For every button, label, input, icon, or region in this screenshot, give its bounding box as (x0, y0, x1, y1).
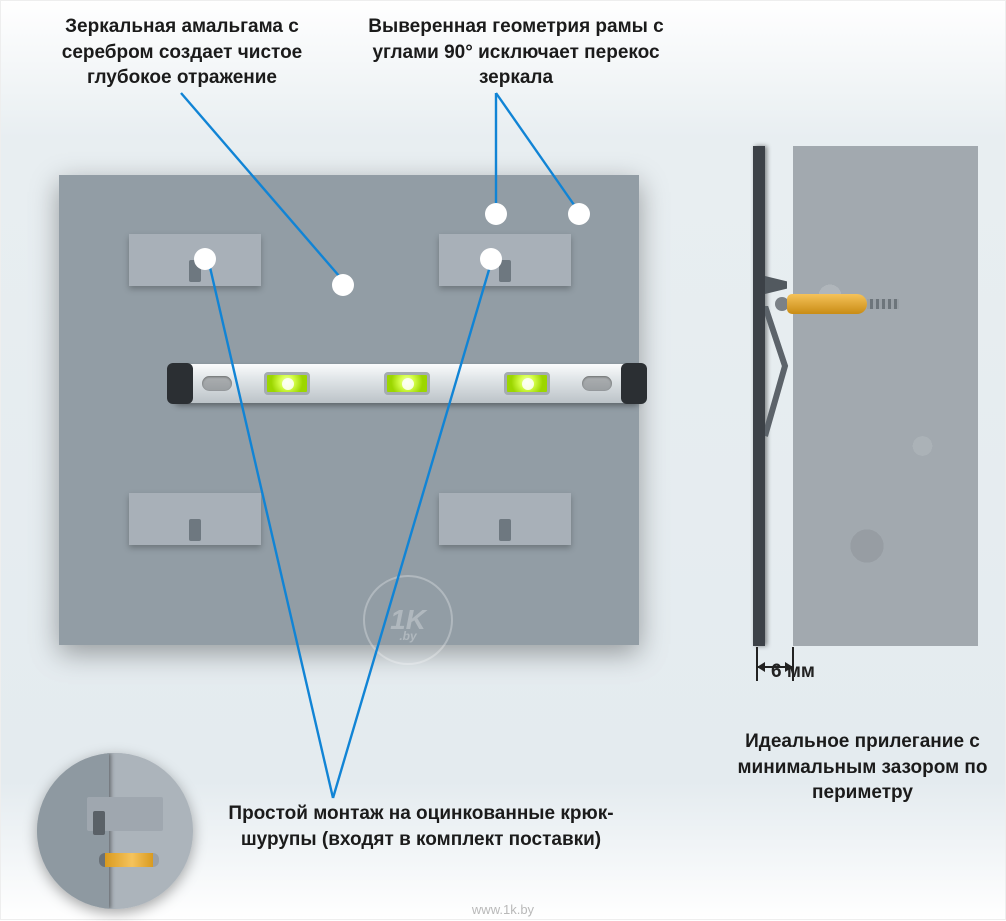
mount-plate (129, 234, 261, 286)
footer-watermark: www.1k.by (1, 902, 1005, 917)
side-screw-thread (867, 299, 899, 309)
side-hook (765, 276, 787, 294)
side-view (753, 146, 978, 646)
inset-hook (93, 811, 105, 835)
caption-mounting: Простой монтаж на оцинкованные крюк-шуру… (221, 801, 621, 852)
level-vial (384, 372, 430, 395)
mount-bracket (499, 260, 511, 282)
caption-amalgam: Зеркальная амальгама с серебром создает … (22, 14, 342, 91)
level-endcap-right (621, 363, 647, 404)
mount-plate (439, 234, 571, 286)
inset-wall-anchor (99, 853, 159, 867)
side-wall (793, 146, 978, 646)
caption-fit: Идеальное прилегание с минимальным зазор… (725, 729, 1000, 806)
mount-bracket (189, 519, 201, 541)
mount-bracket (189, 260, 201, 282)
mounting-closeup-inset (37, 753, 193, 909)
gap-label: 6 мм (771, 661, 815, 683)
level-grip-hole (202, 376, 232, 391)
mount-plate (439, 493, 571, 545)
mount-bracket (499, 519, 511, 541)
watermark-icon: 1K.by (363, 575, 453, 665)
side-wall-anchor (775, 294, 899, 314)
caption-geometry: Выверенная геометрия рамы с углами 90° и… (356, 14, 676, 91)
level-vial (504, 372, 550, 395)
side-hanger-bracket (765, 306, 793, 446)
level-endcap-left (167, 363, 193, 404)
mount-plate (129, 493, 261, 545)
mirror-back-panel: 1K.by (59, 175, 639, 645)
side-mirror-edge (753, 146, 765, 646)
level-vial (264, 372, 310, 395)
side-anchor-plug (787, 294, 867, 314)
inset-wall (99, 753, 193, 909)
level-grip-hole (582, 376, 612, 391)
spirit-level (174, 364, 640, 403)
